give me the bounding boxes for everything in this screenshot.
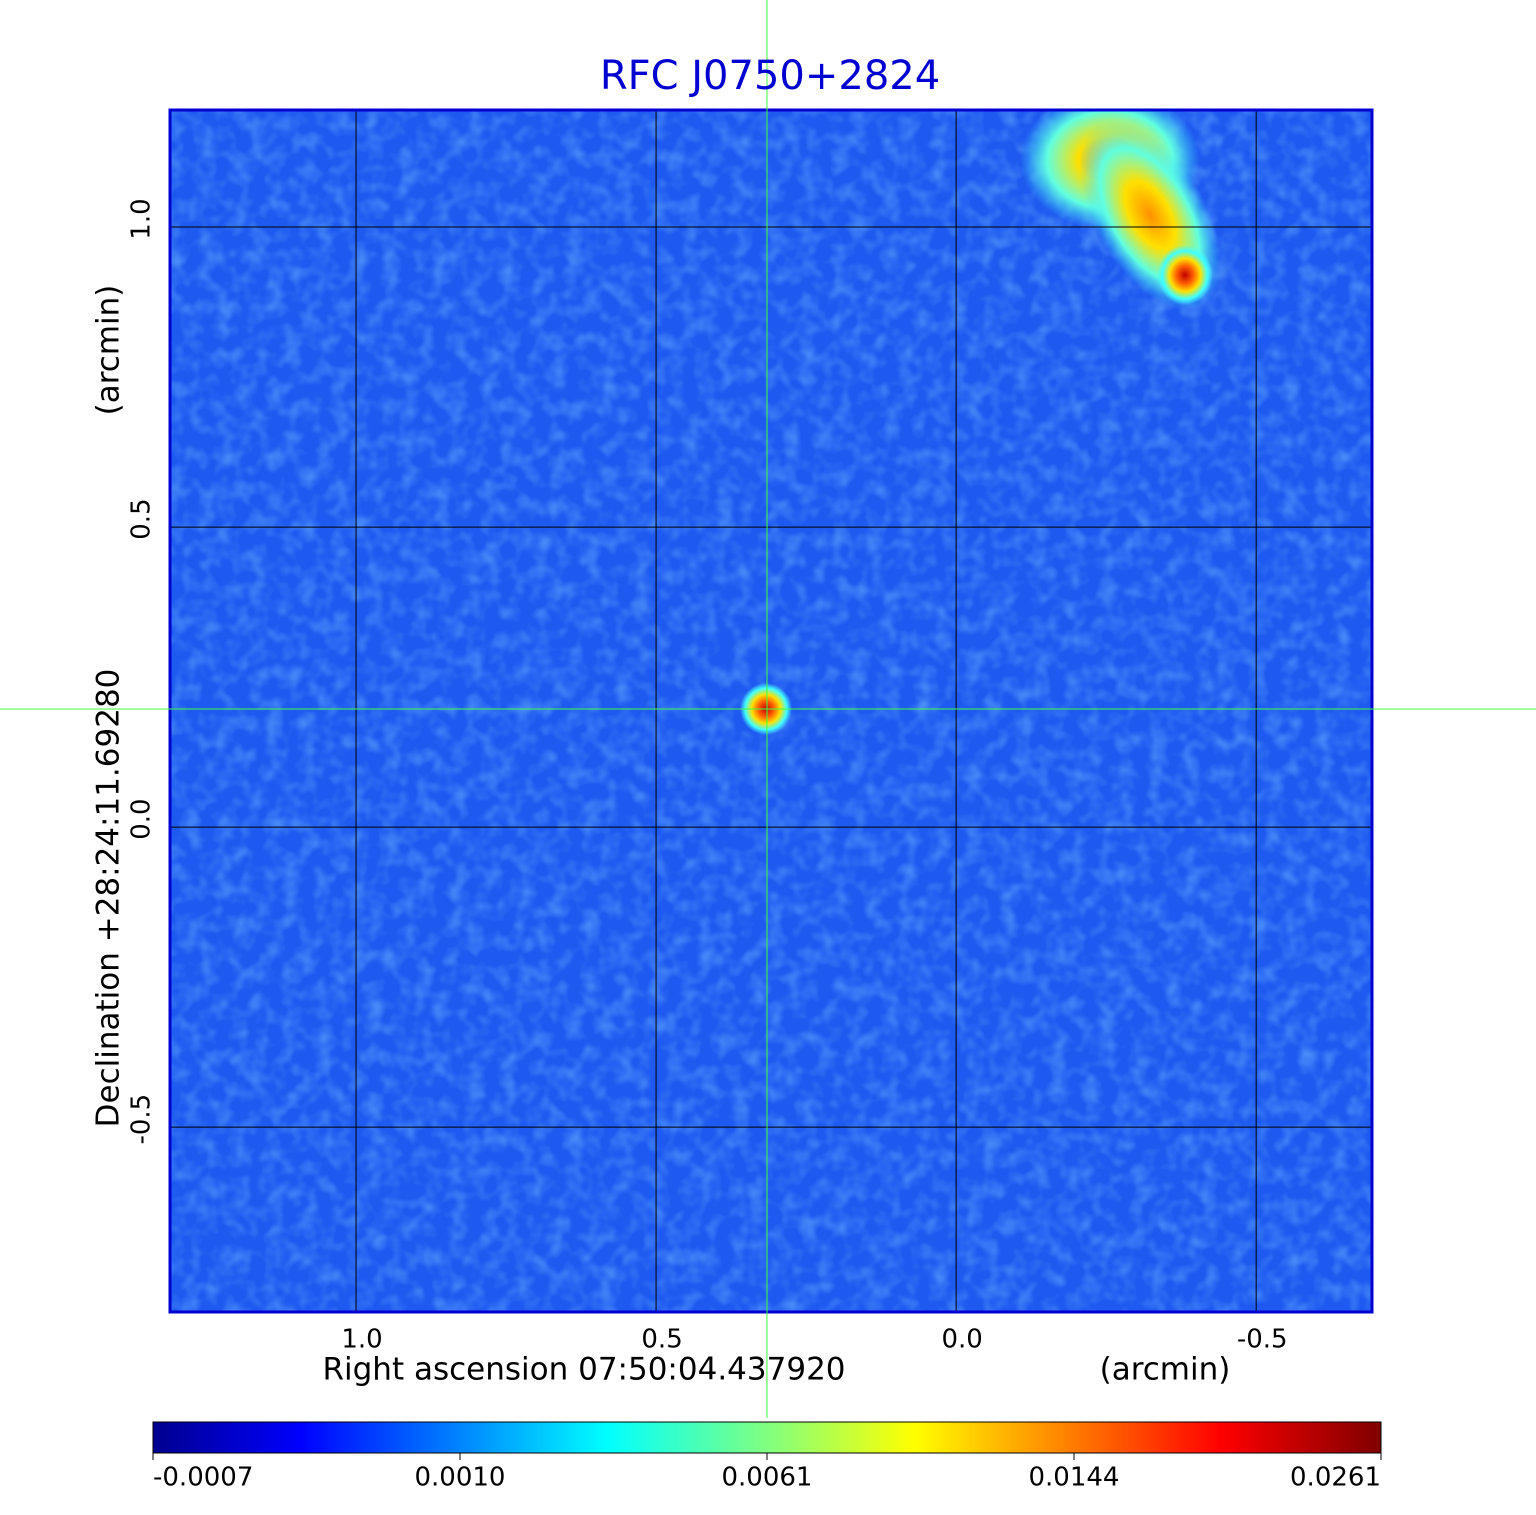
image bbox=[170, 110, 1372, 1312]
colorbar-tick-label: 0.0010 bbox=[415, 1463, 506, 1493]
y-tick-label: 1.0 bbox=[127, 198, 157, 239]
y-tick-label: 0.5 bbox=[127, 498, 157, 539]
x-tick-label: 0.5 bbox=[641, 1325, 682, 1355]
colorbar bbox=[152, 1421, 1382, 1454]
x-tick-label: 1.0 bbox=[341, 1325, 382, 1355]
colorbar-tick-label: 0.0061 bbox=[722, 1463, 813, 1493]
y-axis-unit: (arcmin) bbox=[91, 285, 127, 416]
colorbar-tick-label: 0.0261 bbox=[1290, 1463, 1381, 1493]
y-tick-label: -0.5 bbox=[127, 1094, 157, 1145]
x-axis-label: Right ascension 07:50:04.437920 bbox=[322, 1352, 845, 1388]
x-axis-unit: (arcmin) bbox=[1100, 1352, 1231, 1388]
x-tick-label: 0.0 bbox=[941, 1325, 982, 1355]
x-tick-label: -0.5 bbox=[1237, 1325, 1288, 1355]
colorbar-tick-label: 0.0144 bbox=[1029, 1463, 1120, 1493]
chart-title: RFC J0750+2824 bbox=[600, 53, 940, 99]
y-axis-label: Declination +28:24:11.69280 bbox=[91, 669, 127, 1128]
colorbar-tick-label: -0.0007 bbox=[153, 1463, 253, 1493]
y-tick-label: 0.0 bbox=[127, 798, 157, 839]
plot-frame bbox=[168, 108, 1374, 1314]
